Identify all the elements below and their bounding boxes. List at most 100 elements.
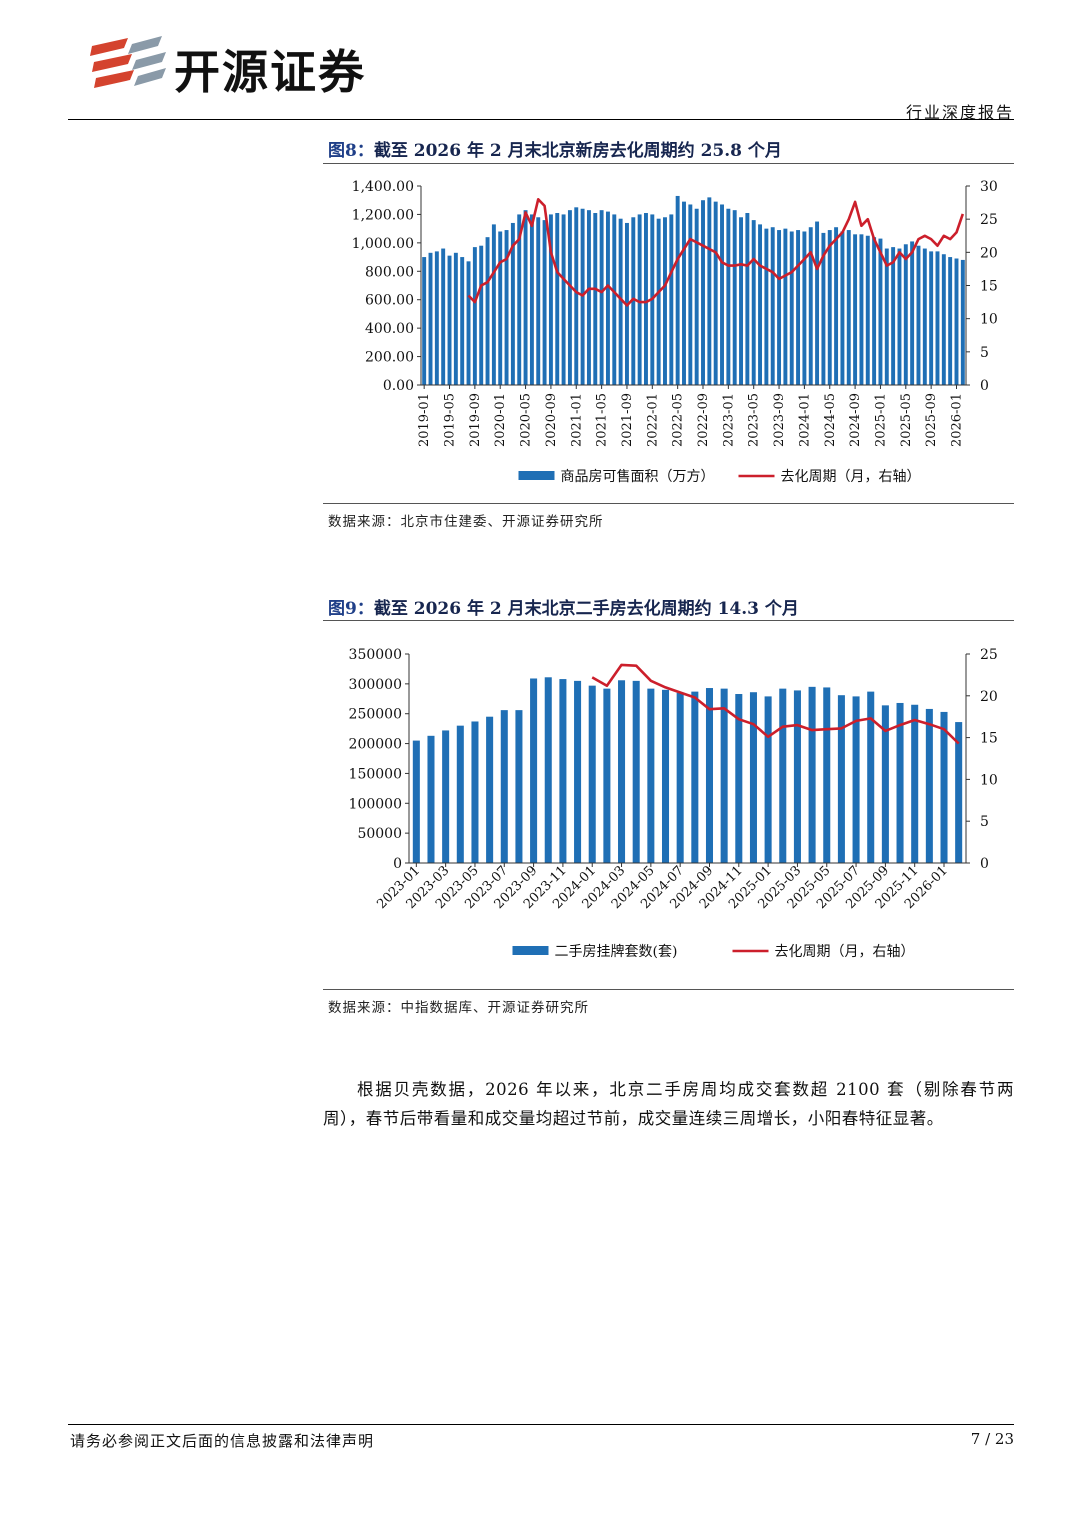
figure8-bottom-rule bbox=[323, 503, 1014, 504]
chart1-x-tick-label: 2022-09 bbox=[696, 393, 711, 447]
figure9-bottom-rule bbox=[323, 989, 1014, 990]
chart2-bar bbox=[823, 687, 831, 863]
figure8-label: 图8： bbox=[328, 141, 374, 161]
chart2-bar bbox=[837, 695, 845, 863]
chart1-bar bbox=[948, 257, 953, 385]
chart1-bar bbox=[548, 214, 553, 385]
chart2-right-tick-label: 10 bbox=[980, 772, 998, 788]
chart1-bar bbox=[745, 213, 750, 385]
figure9-title: 图9：截至 2026 年 2 月末北京二手房去化周期约 14.3 个月 bbox=[328, 594, 799, 619]
chart1-left-tick-label: 800.00 bbox=[365, 264, 414, 280]
figure9-source: 数据来源：中指数据库、开源证券研究所 bbox=[328, 1000, 589, 1016]
chart2-bar bbox=[530, 678, 538, 863]
chart1-bar bbox=[694, 208, 699, 385]
chart1-bar bbox=[434, 251, 439, 385]
logo-mark-icon bbox=[90, 36, 166, 88]
chart1-bar bbox=[466, 261, 471, 385]
chart1-bar bbox=[498, 231, 503, 385]
chart1-bar bbox=[884, 248, 889, 385]
chart2-bar bbox=[618, 680, 626, 863]
chart1-bar bbox=[834, 227, 839, 385]
footer-divider bbox=[68, 1424, 1014, 1425]
chart1-bar bbox=[669, 214, 674, 385]
chart2-bar bbox=[661, 689, 670, 863]
page-number: 7 / 23 bbox=[970, 1430, 1014, 1448]
chart1-x-tick-label: 2025-09 bbox=[924, 393, 939, 447]
chart1-bar bbox=[504, 230, 509, 385]
chart1-bar bbox=[910, 241, 915, 385]
chart1-bar bbox=[656, 218, 661, 385]
chart2-bar bbox=[603, 688, 611, 863]
chart2-right-tick-label: 15 bbox=[980, 731, 998, 747]
chart1-legend-bar-label: 商品房可售面积（万方） bbox=[561, 469, 715, 485]
chart2-bar bbox=[442, 730, 450, 863]
chart2-left-tick-label: 50000 bbox=[357, 826, 402, 842]
chart1-x-tick-label: 2024-01 bbox=[797, 393, 812, 447]
company-name: 开源证券 bbox=[174, 45, 366, 99]
chart1-bar bbox=[713, 201, 718, 385]
chart1-bar bbox=[574, 207, 579, 385]
chart1-x-tick-label: 2021-05 bbox=[595, 393, 610, 447]
chart2-bar bbox=[412, 740, 420, 863]
chart1-x-tick-label: 2023-05 bbox=[747, 393, 762, 447]
chart2-left-tick-label: 100000 bbox=[349, 796, 402, 812]
chart2-bar bbox=[588, 685, 596, 863]
chart1-left-tick-label: 600.00 bbox=[365, 293, 414, 309]
chart1-bar bbox=[517, 214, 522, 385]
chart2-bar bbox=[764, 696, 772, 863]
chart1-bar bbox=[751, 220, 756, 385]
chart1-bar bbox=[770, 227, 775, 385]
figure8-source: 数据来源：北京市住建委、开源证券研究所 bbox=[328, 514, 604, 530]
chart1-bar bbox=[720, 204, 724, 385]
chart1-left-tick-label: 200.00 bbox=[365, 350, 414, 366]
chart2-bar bbox=[486, 716, 494, 863]
chart1-bar bbox=[758, 224, 763, 385]
chart2-bar bbox=[559, 679, 567, 863]
chart1-bar bbox=[479, 245, 484, 385]
chart1-x-tick-label: 2019-01 bbox=[417, 393, 432, 447]
chart2-left-tick-label: 0 bbox=[393, 856, 402, 872]
chart1-x-tick-label: 2020-05 bbox=[519, 393, 534, 447]
chart1-bar bbox=[840, 231, 845, 385]
chart2-right-tick-label: 20 bbox=[980, 689, 998, 705]
chart1-x-tick-label: 2025-05 bbox=[899, 393, 914, 447]
chart1-x-tick-label: 2022-05 bbox=[671, 393, 686, 447]
chart2-bar bbox=[705, 688, 714, 863]
chart1-bar bbox=[460, 257, 465, 385]
chart1-bar bbox=[536, 217, 541, 385]
chart2-bar bbox=[881, 705, 889, 863]
chart2-legend-bar-swatch bbox=[512, 946, 549, 955]
chart1-x-tick-label: 2019-09 bbox=[468, 393, 483, 447]
chart1-bar bbox=[523, 210, 528, 385]
chart1-left-tick-label: 1,400.00 bbox=[352, 179, 414, 195]
chart1-bar bbox=[865, 235, 870, 385]
chart2-right-tick-label: 25 bbox=[980, 647, 998, 663]
chart1-right-tick-label: 0 bbox=[980, 378, 989, 394]
chart1-right-tick-label: 25 bbox=[980, 212, 998, 228]
chart1-bar bbox=[783, 228, 788, 385]
chart1-bar bbox=[941, 254, 946, 385]
chart2-bar bbox=[940, 711, 948, 863]
chart1-bar bbox=[618, 218, 623, 385]
chart2-bar bbox=[896, 702, 904, 863]
chart1-right-tick-label: 30 bbox=[980, 179, 998, 195]
chart1-x-tick-label: 2019-05 bbox=[443, 393, 458, 447]
report-type: 行业深度报告 bbox=[905, 103, 1014, 122]
figure8-chart: 0.00 200.00 400.00 600.00 800.00 1,000.00 1,20… bbox=[352, 179, 998, 485]
chart1-bar bbox=[846, 230, 851, 385]
chart1-bar bbox=[561, 214, 566, 385]
chart1-x-tick-label: 2026-01 bbox=[949, 393, 964, 447]
footer-disclaimer: 请务必参阅正文后面的信息披露和法律声明 bbox=[70, 1432, 375, 1450]
chart1-bar bbox=[853, 234, 858, 385]
chart2-bar bbox=[500, 710, 508, 863]
chart2-bar bbox=[456, 725, 464, 863]
chart1-x-tick-label: 2024-09 bbox=[848, 393, 863, 447]
chart1-left-tick-label: 0.00 bbox=[383, 378, 414, 394]
chart1-bar bbox=[422, 257, 427, 385]
chart1-bar bbox=[732, 210, 737, 385]
chart1-bar bbox=[555, 213, 560, 385]
chart2-bar bbox=[574, 680, 582, 863]
chart2-right-tick-label: 0 bbox=[980, 856, 989, 872]
chart1-bar bbox=[859, 234, 864, 385]
chart1-bar bbox=[954, 258, 959, 385]
